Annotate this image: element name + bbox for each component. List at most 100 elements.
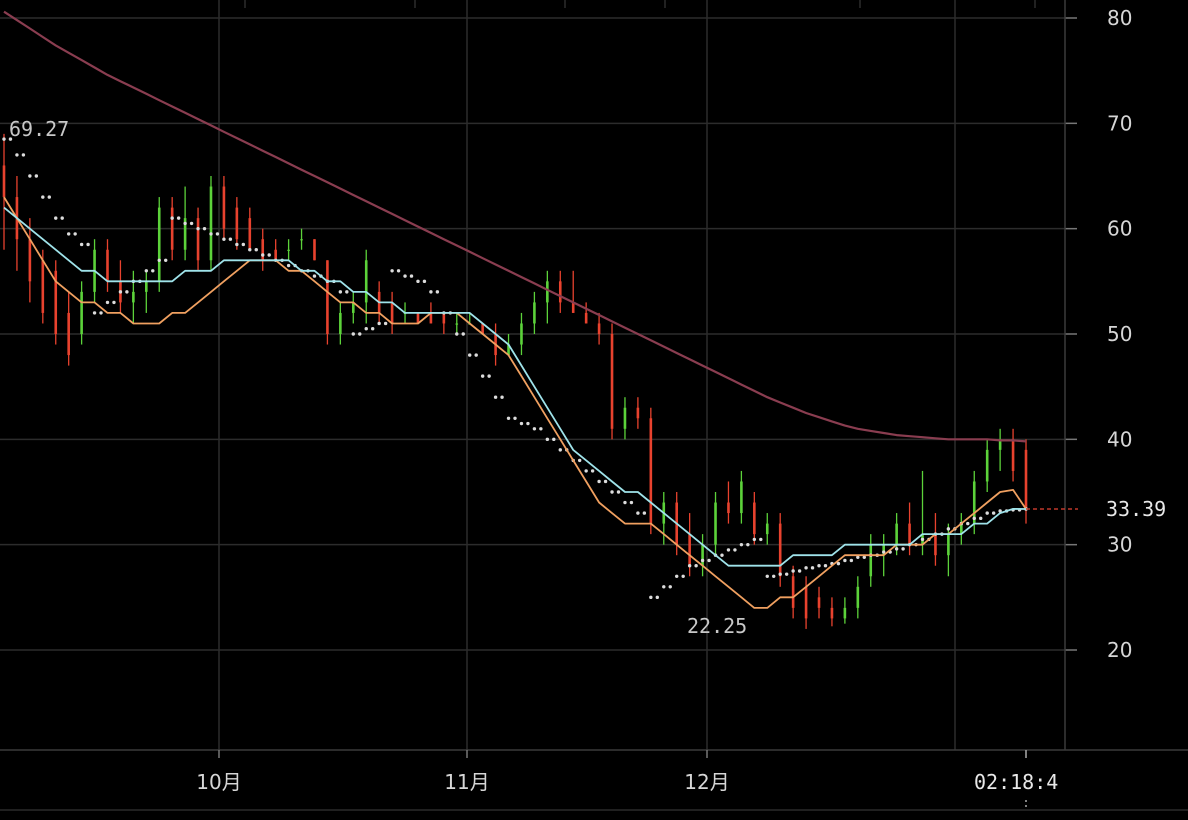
sar-dot-19-1 <box>254 248 258 252</box>
sar-dot-1-1 <box>21 153 26 157</box>
sar-dot-29-0 <box>377 321 381 326</box>
sar-dot-76-0 <box>985 511 989 515</box>
candle-body-58 <box>753 502 756 535</box>
x-tick-label-1: 11月 <box>444 770 489 794</box>
sar-dot-36-1 <box>474 353 478 357</box>
annotations: 69.27 22.25 <box>9 117 747 638</box>
candle-body-68 <box>882 544 885 556</box>
candle-body-46 <box>597 323 601 334</box>
vertical-gridlines <box>218 0 1036 750</box>
candle-body-3 <box>41 260 45 313</box>
candle-body-19 <box>248 218 252 250</box>
sar-dot-54-1 <box>707 558 711 563</box>
sar-dot-65-0 <box>843 558 847 563</box>
candles <box>2 133 1028 629</box>
candle-body-74 <box>960 523 963 535</box>
sar-dot-41-1 <box>539 427 543 431</box>
candle-body-59 <box>765 523 769 535</box>
y-tick-label-30: 30 <box>1107 533 1132 557</box>
sar-dot-29-1 <box>383 321 388 326</box>
sar-dot-49-0 <box>636 511 640 515</box>
sar-dot-68-0 <box>881 550 886 554</box>
last-price-marker: 33.39 <box>1026 497 1166 521</box>
sar-dot-52-1 <box>681 574 685 578</box>
sar-dot-45-0 <box>584 469 588 473</box>
sar-dot-48-1 <box>629 500 634 505</box>
sar-dot-8-0 <box>105 300 110 305</box>
candle-body-55 <box>714 502 717 545</box>
sar-dot-18-1 <box>241 242 246 247</box>
last-price-label: 33.39 <box>1106 497 1166 521</box>
sar-dot-16-0 <box>209 232 213 236</box>
sar-dot-19-0 <box>248 248 252 252</box>
sar-dot-38-0 <box>493 395 498 399</box>
candle-body-32 <box>416 312 420 324</box>
sar-dot-69-1 <box>901 547 905 551</box>
sar-dot-28-1 <box>370 327 375 331</box>
sar-dot-52-0 <box>675 574 679 578</box>
y-tick-label-80: 80 <box>1107 6 1132 30</box>
sar-dot-13-1 <box>176 216 181 220</box>
candle-body-4 <box>54 270 58 334</box>
candle-body-37 <box>481 323 484 334</box>
sar-dot-27-1 <box>358 332 362 336</box>
sar-dot-63-0 <box>817 564 821 568</box>
candle-body-76 <box>985 449 989 482</box>
sar-dot-60-0 <box>778 572 782 576</box>
candle-body-34 <box>442 312 446 324</box>
sar-dot-28-0 <box>364 327 368 331</box>
sar-dot-31-0 <box>403 274 407 278</box>
sar-dot-20-0 <box>261 253 265 257</box>
sar-dot-75-1 <box>979 516 983 521</box>
sar-dot-30-0 <box>390 269 394 273</box>
sar-dot-77-0 <box>998 509 1002 513</box>
sar-dot-46-1 <box>603 479 608 484</box>
sar-dot-3-0 <box>41 195 45 199</box>
sar-dot-63-1 <box>823 564 828 568</box>
candle-body-67 <box>869 544 873 577</box>
sar-dot-51-1 <box>668 585 672 589</box>
candle-body-41 <box>533 302 536 324</box>
sar-dot-65-1 <box>849 558 854 563</box>
y-tick-label-60: 60 <box>1107 217 1132 241</box>
candle-body-10 <box>132 291 135 303</box>
sar-dot-66-0 <box>856 555 860 560</box>
candle-body-5 <box>67 312 70 356</box>
sar-dot-35-1 <box>461 332 465 336</box>
candle-body-72 <box>934 534 937 556</box>
x-axis-labels: 10月 11月 12月 <box>196 750 730 794</box>
candle-body-61 <box>791 576 795 608</box>
sar-dot-53-0 <box>687 564 692 568</box>
sar-dot-38-1 <box>500 395 504 399</box>
sar-dot-42-1 <box>552 437 556 442</box>
candle-body-20 <box>261 239 265 261</box>
sar-dot-24-0 <box>312 274 317 278</box>
sar-dot-14-0 <box>183 221 187 226</box>
sar-dot-39-1 <box>513 416 517 420</box>
sar-dot-74-1 <box>966 521 970 526</box>
candle-body-16 <box>209 186 213 261</box>
sar-dot-40-1 <box>526 421 530 426</box>
sar-dot-30-1 <box>396 269 401 273</box>
sar-dot-58-0 <box>752 537 757 542</box>
current-time-marker: 02:18:4 <box>974 750 1058 810</box>
sar-dot-71-0 <box>920 537 925 542</box>
sar-dot-35-0 <box>455 332 459 336</box>
sar-dot-58-1 <box>759 537 763 542</box>
candle-body-27 <box>351 302 355 313</box>
candle-body-64 <box>830 607 834 619</box>
sar-dot-66-1 <box>862 555 866 560</box>
sar-dot-62-0 <box>804 566 808 570</box>
sar-dot-62-1 <box>810 566 815 570</box>
sar-dot-2-0 <box>28 174 32 178</box>
sar-dot-31-1 <box>409 274 414 278</box>
candle-body-23 <box>300 239 303 241</box>
candle-body-39 <box>507 344 510 356</box>
sar-dot-32-0 <box>416 279 420 284</box>
sar-dot-61-1 <box>797 569 802 573</box>
candle-body-73 <box>947 534 950 556</box>
candle-body-24 <box>313 239 316 261</box>
candle-body-11 <box>145 281 148 292</box>
sar-dot-51-0 <box>662 585 666 589</box>
candle-body-17 <box>222 186 226 229</box>
